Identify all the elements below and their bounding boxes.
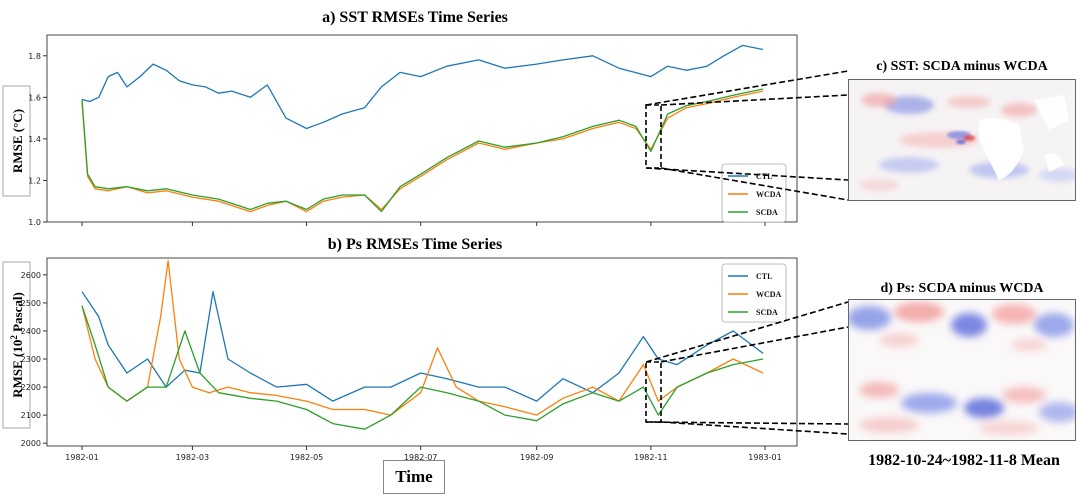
y-tick-label-b-5: 2500 — [21, 299, 41, 308]
legend-box-a — [721, 163, 787, 223]
map-d-title: d) Ps: SCDA minus WCDA — [880, 281, 1044, 296]
ylabel-a-box — [2, 85, 31, 197]
x-tick-label-b-6: 1983-01 — [748, 453, 781, 462]
plot-a: 1.0 1.2 1.4 1.6 1.8 CTL WCDA SCDA — [28, 44, 787, 227]
plot-b: 2000 2100 2200 2300 2400 2500 2600 1982-01 1982-… — [21, 260, 787, 462]
y-tick-label-b-1: 2100 — [21, 411, 41, 420]
ylabel-b-main: RMSE (10 — [10, 340, 25, 398]
series-line-b-scda — [81, 305, 764, 430]
ylabel-a: RMSE (°C) — [10, 109, 25, 173]
legend-label-b-wcda: WCDA — [756, 290, 782, 299]
legend-label-b-scda: SCDA — [756, 308, 778, 317]
x-tick-label-b-0: 1982-01 — [65, 453, 98, 462]
x-tick-label-b-2: 1982-05 — [290, 453, 323, 462]
legend-box-b — [721, 263, 787, 323]
y-tick-label-b-3: 2300 — [21, 355, 41, 364]
sst-difference-map — [848, 79, 1076, 201]
zoom-line-b2 — [660, 326, 849, 363]
zoom-line-a4 — [660, 167, 849, 201]
y-tick-label-b-6: 2600 — [21, 271, 41, 280]
xlabel-time-box: Time — [383, 460, 445, 494]
x-tick-label-b-1: 1982-03 — [176, 453, 209, 462]
x-tick-label-b-5: 1982-11 — [634, 453, 667, 462]
plot-b-frame — [46, 257, 798, 447]
legend-label-a-scda: SCDA — [756, 208, 778, 217]
ylabel-b-sup: 2 — [9, 335, 19, 340]
zoom-line-b1 — [645, 301, 849, 363]
legend-label-b-ctl: CTL — [756, 272, 772, 281]
series-line-a-scda — [81, 88, 764, 213]
y-tick-label-a-0: 1.0 — [28, 218, 41, 227]
zoom-line-a1 — [645, 70, 849, 106]
map-caption: 1982-10-24~1982-11-8 Mean — [868, 452, 1060, 469]
chart-a-title: a) SST RMSEs Time Series — [322, 9, 508, 26]
zoom-line-b4 — [660, 421, 849, 435]
plot-a-frame — [46, 34, 798, 223]
zoom-box-b — [645, 361, 662, 423]
map-c-title: c) SST: SCDA minus WCDA — [876, 59, 1048, 74]
legend-label-a-wcda: WCDA — [756, 190, 782, 199]
ylabel-b-box — [2, 261, 31, 429]
y-tick-label-a-1: 1.2 — [28, 176, 41, 185]
series-line-b-ctl — [81, 291, 764, 402]
ylabel-b-tail: Pascal) — [10, 292, 25, 335]
ps-map-image — [849, 300, 1075, 440]
zoom-line-a3 — [645, 167, 849, 181]
y-tick-label-a-4: 1.8 — [28, 52, 41, 61]
sst-map-image — [849, 80, 1075, 200]
y-tick-label-b-4: 2400 — [21, 327, 41, 336]
ps-difference-map — [848, 299, 1076, 441]
x-tick-label-b-3: 1982-07 — [404, 453, 437, 462]
chart-b-title: b) Ps RMSEs Time Series — [328, 236, 503, 253]
y-tick-label-b-0: 2000 — [21, 439, 41, 448]
y-tick-label-a-3: 1.6 — [28, 93, 41, 102]
zoom-line-b3 — [645, 421, 849, 425]
ylabel-b: RMSE (102 Pascal) — [9, 292, 25, 398]
x-tick-label-b-4: 1982-09 — [520, 453, 553, 462]
zoom-box-a — [645, 104, 662, 169]
zoom-line-a2 — [660, 94, 849, 106]
legend-label-a-ctl: CTL — [756, 172, 772, 181]
series-line-b-wcda — [81, 260, 764, 416]
xlabel-time: Time — [395, 467, 433, 486]
series-line-a-ctl — [81, 44, 764, 130]
y-tick-label-a-2: 1.4 — [28, 135, 41, 144]
y-tick-label-b-2: 2200 — [21, 383, 41, 392]
